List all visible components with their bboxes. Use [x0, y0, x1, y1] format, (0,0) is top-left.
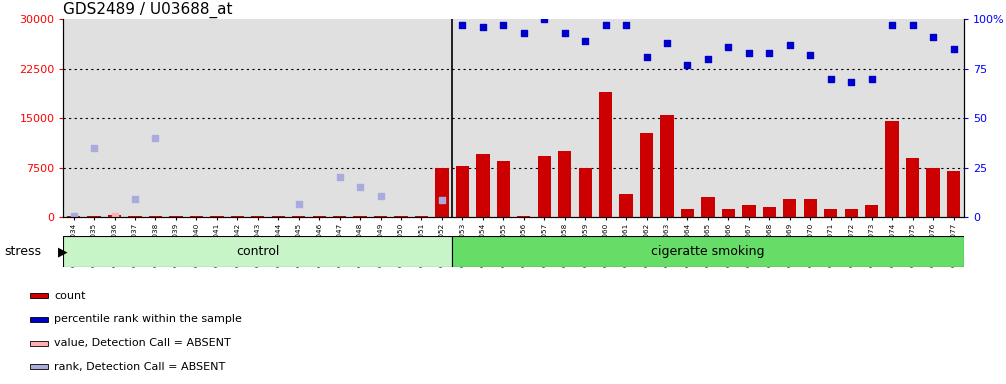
- Point: [762, 50, 778, 56]
- Bar: [452, 236, 964, 267]
- Point: [291, 201, 307, 207]
- Bar: [620, 194, 633, 217]
- Point: [659, 40, 675, 46]
- Point: [863, 76, 879, 82]
- Bar: [353, 216, 367, 217]
- Text: value, Detection Call = ABSENT: value, Detection Call = ABSENT: [54, 338, 231, 348]
- Point: [148, 135, 164, 141]
- Point: [475, 24, 491, 30]
- Text: rank, Detection Call = ABSENT: rank, Detection Call = ABSENT: [54, 362, 225, 372]
- Text: ▶: ▶: [58, 245, 68, 258]
- Point: [65, 214, 81, 220]
- Bar: [149, 216, 162, 217]
- Point: [536, 16, 552, 22]
- Bar: [845, 209, 858, 217]
- Point: [495, 22, 511, 28]
- Bar: [804, 199, 817, 217]
- Point: [577, 38, 594, 44]
- Point: [598, 22, 614, 28]
- Point: [556, 30, 572, 36]
- Point: [925, 34, 941, 40]
- Bar: [906, 158, 919, 217]
- Point: [782, 42, 798, 48]
- Point: [107, 214, 123, 220]
- Point: [618, 22, 634, 28]
- Bar: [660, 115, 674, 217]
- Point: [455, 22, 471, 28]
- Bar: [272, 216, 285, 217]
- Bar: [763, 207, 776, 217]
- Point: [372, 193, 388, 199]
- Bar: [865, 205, 878, 217]
- Bar: [578, 167, 592, 217]
- Bar: [30, 364, 48, 369]
- Bar: [63, 236, 452, 267]
- Bar: [30, 293, 48, 298]
- Text: control: control: [236, 245, 280, 258]
- Text: count: count: [54, 291, 86, 301]
- Bar: [681, 209, 694, 217]
- Bar: [517, 216, 530, 217]
- Bar: [599, 92, 613, 217]
- Bar: [640, 132, 653, 217]
- Bar: [313, 216, 326, 217]
- Point: [352, 184, 368, 190]
- Point: [904, 22, 920, 28]
- Bar: [292, 216, 306, 217]
- Point: [434, 197, 450, 204]
- Bar: [169, 216, 182, 217]
- Bar: [88, 216, 101, 217]
- Point: [516, 30, 532, 36]
- Point: [884, 22, 900, 28]
- Text: percentile rank within the sample: percentile rank within the sample: [54, 314, 242, 324]
- Bar: [456, 166, 469, 217]
- Bar: [497, 161, 510, 217]
- Bar: [210, 216, 223, 217]
- Point: [87, 145, 103, 151]
- Bar: [947, 171, 960, 217]
- Bar: [30, 341, 48, 346]
- Bar: [436, 167, 449, 217]
- Bar: [558, 151, 571, 217]
- Bar: [824, 209, 837, 217]
- Point: [127, 196, 143, 202]
- Bar: [742, 205, 756, 217]
- Bar: [333, 216, 346, 217]
- Bar: [885, 121, 898, 217]
- Bar: [230, 216, 244, 217]
- Bar: [927, 167, 940, 217]
- Point: [946, 46, 962, 52]
- Bar: [30, 317, 48, 322]
- Point: [700, 56, 716, 62]
- Point: [332, 174, 348, 180]
- Text: stress: stress: [4, 245, 41, 258]
- Point: [720, 44, 736, 50]
- Text: GDS2489 / U03688_at: GDS2489 / U03688_at: [63, 2, 232, 18]
- Point: [740, 50, 757, 56]
- Bar: [721, 209, 735, 217]
- Text: cigeratte smoking: cigeratte smoking: [651, 245, 765, 258]
- Point: [679, 61, 695, 68]
- Bar: [190, 216, 203, 217]
- Bar: [108, 215, 121, 217]
- Bar: [476, 154, 490, 217]
- Bar: [537, 156, 551, 217]
- Bar: [701, 197, 714, 217]
- Bar: [129, 216, 142, 217]
- Point: [823, 76, 839, 82]
- Point: [802, 52, 818, 58]
- Point: [639, 54, 655, 60]
- Bar: [252, 216, 265, 217]
- Point: [843, 79, 859, 86]
- Bar: [783, 199, 797, 217]
